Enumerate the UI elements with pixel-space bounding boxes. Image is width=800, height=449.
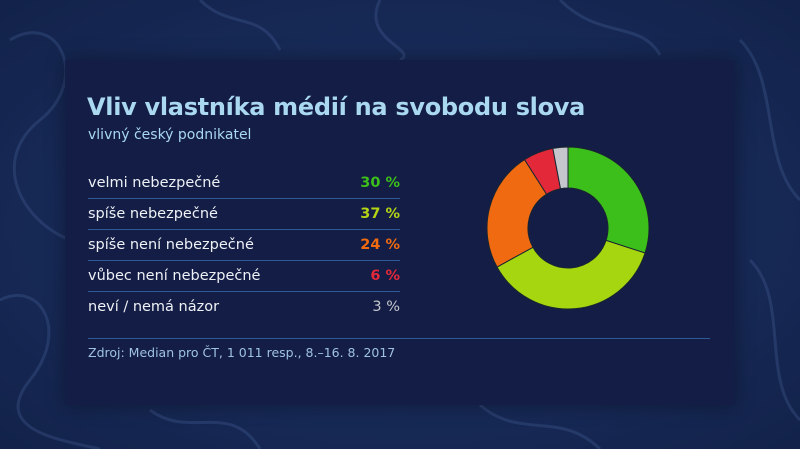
legend-value: 24 % [360, 237, 400, 253]
legend-row: spíše není nebezpečné 24 % [88, 230, 400, 261]
legend-value: 30 % [360, 175, 400, 191]
legend-label: vůbec není nebezpečné [88, 268, 261, 284]
legend-label: spíše nebezpečné [88, 206, 218, 222]
donut-chart [486, 146, 650, 310]
legend-value: 3 % [372, 299, 400, 315]
legend-label: neví / nemá názor [88, 299, 220, 315]
source-note: Zdroj: Median pro ČT, 1 011 resp., 8.–16… [88, 345, 396, 360]
legend-label: velmi nebezpečné [88, 175, 221, 191]
legend-table: velmi nebezpečné 30 % spíše nebezpečné 3… [88, 168, 400, 322]
legend-row: neví / nemá názor 3 % [88, 292, 400, 322]
donut-slice [486, 158, 548, 268]
chart-title: Vliv vlastníka médií na svobodu slova [87, 93, 586, 121]
legend-value: 6 % [370, 268, 400, 284]
donut-slice [567, 146, 650, 254]
donut-slice [552, 146, 569, 190]
donut-slice [496, 239, 646, 310]
legend-value: 37 % [360, 206, 400, 222]
chart-subtitle: vlivný český podnikatel [88, 127, 252, 143]
legend-row: velmi nebezpečné 30 % [88, 168, 400, 199]
legend-row: spíše nebezpečné 37 % [88, 199, 400, 230]
legend-row: vůbec není nebezpečné 6 % [88, 261, 400, 292]
chart-panel: Vliv vlastníka médií na svobodu slova vl… [65, 60, 735, 405]
legend-label: spíše není nebezpečné [88, 237, 254, 253]
divider [88, 338, 710, 339]
